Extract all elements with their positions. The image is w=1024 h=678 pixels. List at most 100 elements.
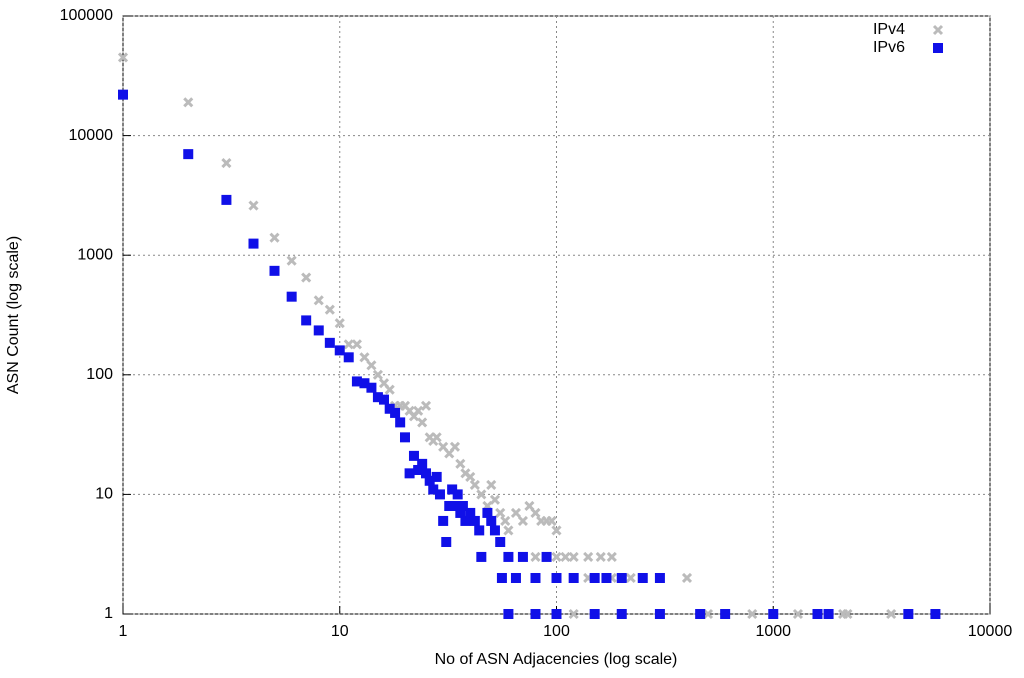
legend-marker [933, 43, 943, 53]
point [474, 525, 485, 536]
y-tick-label: 100 [86, 366, 113, 383]
point [551, 525, 562, 536]
point [568, 572, 579, 583]
point [489, 525, 500, 536]
point [359, 378, 370, 389]
point [496, 572, 507, 583]
point [404, 468, 415, 479]
point [510, 572, 521, 583]
point [441, 536, 452, 547]
point [408, 450, 419, 461]
legend-label: IPv4 [873, 21, 905, 38]
point [503, 609, 514, 619]
point [334, 345, 345, 356]
point [486, 479, 497, 490]
point [465, 471, 476, 482]
point [530, 572, 541, 583]
point [413, 405, 424, 416]
point [301, 315, 312, 326]
y-tick-label: 1000 [77, 246, 113, 263]
x-tick-label: 1000 [755, 623, 791, 640]
point [351, 376, 362, 387]
point [530, 507, 541, 518]
point [324, 337, 335, 348]
point [560, 551, 571, 562]
point [301, 272, 312, 283]
point [431, 432, 442, 443]
point [768, 609, 779, 619]
point [589, 572, 600, 583]
point [372, 392, 383, 403]
point [469, 479, 480, 490]
x-tick-label: 1 [119, 623, 128, 640]
point [930, 609, 941, 619]
point [118, 89, 128, 100]
point [469, 515, 480, 526]
point [269, 265, 280, 276]
point [183, 97, 194, 108]
x-tick-label: 10000 [968, 623, 1013, 640]
point [792, 608, 804, 620]
point [324, 304, 335, 315]
point [248, 238, 259, 249]
point [359, 352, 370, 363]
point [313, 295, 324, 306]
point [503, 525, 514, 536]
point [568, 551, 579, 562]
point [417, 417, 428, 428]
point [842, 608, 853, 620]
x-tick-label: 100 [543, 623, 570, 640]
point [495, 536, 506, 547]
x-axis-label: No of ASN Adjacencies (log scale) [435, 651, 678, 668]
y-tick-label: 10 [95, 486, 113, 503]
point [248, 200, 259, 211]
point [465, 507, 476, 518]
point [334, 318, 345, 329]
point [720, 609, 731, 619]
point [637, 572, 648, 583]
point [420, 400, 432, 411]
point [460, 515, 471, 526]
point [681, 572, 693, 584]
point [457, 500, 468, 511]
point [384, 384, 395, 395]
point [530, 609, 541, 619]
point [221, 157, 232, 169]
point [390, 407, 401, 418]
point [517, 515, 528, 526]
point [510, 507, 522, 518]
y-tick-label: 100000 [60, 7, 113, 24]
point [447, 484, 458, 495]
point [455, 458, 466, 469]
point [424, 475, 435, 486]
point [486, 515, 497, 526]
point [378, 394, 389, 405]
point [434, 489, 445, 500]
point [269, 232, 280, 243]
point [417, 458, 428, 469]
point [503, 551, 514, 562]
plot-frame [122, 15, 991, 615]
point [654, 572, 665, 583]
point [428, 484, 439, 495]
point [286, 255, 297, 266]
point [616, 609, 627, 619]
point [482, 507, 493, 518]
point [583, 551, 594, 562]
point [476, 489, 487, 500]
y-tick-label: 1 [104, 605, 113, 622]
point [366, 382, 377, 393]
point [421, 468, 432, 479]
point [452, 489, 463, 500]
point [595, 551, 606, 562]
point [343, 352, 354, 363]
point [823, 609, 834, 619]
point [517, 551, 528, 562]
point [654, 609, 665, 619]
point [903, 609, 914, 619]
point [625, 572, 636, 584]
point [444, 500, 455, 511]
point [495, 507, 506, 518]
point [886, 608, 897, 620]
